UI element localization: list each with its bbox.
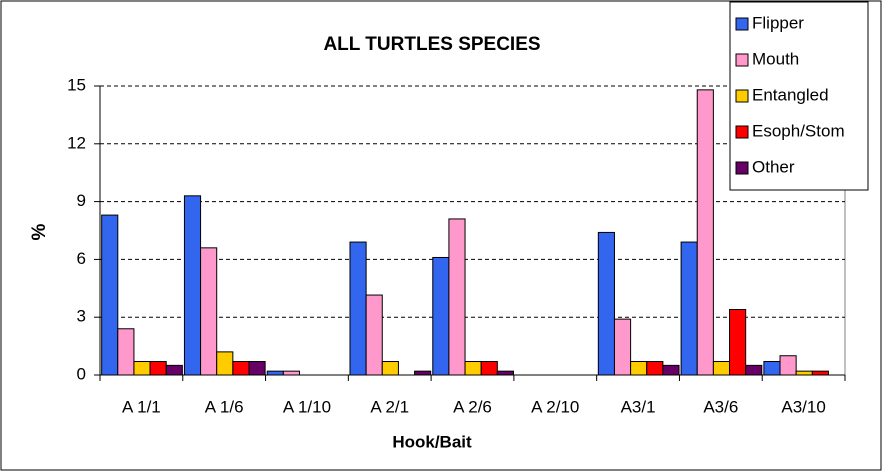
y-tick-label: 15 bbox=[67, 75, 86, 94]
bar bbox=[696, 89, 714, 376]
x-tick-label: A3/1 bbox=[621, 397, 656, 416]
bar bbox=[101, 214, 119, 376]
y-tick-label: 0 bbox=[77, 364, 86, 383]
bar bbox=[646, 361, 664, 376]
bar bbox=[133, 361, 151, 376]
legend-label: Flipper bbox=[752, 13, 804, 32]
bar bbox=[496, 370, 514, 376]
bar bbox=[266, 370, 284, 376]
x-tick-label: A 1/6 bbox=[205, 397, 244, 416]
x-axis-label: Hook/Bait bbox=[392, 432, 472, 451]
bar bbox=[613, 318, 632, 376]
legend-swatch bbox=[735, 161, 749, 175]
x-tick-label: A 1/10 bbox=[283, 397, 331, 416]
legend-swatch bbox=[735, 17, 749, 31]
bar bbox=[200, 247, 218, 376]
legend-label: Other bbox=[752, 157, 795, 176]
bar bbox=[712, 361, 731, 376]
bar bbox=[232, 361, 250, 376]
bar bbox=[165, 364, 183, 376]
legend-swatch bbox=[735, 89, 749, 103]
legend-swatch bbox=[735, 125, 749, 139]
legend-box bbox=[729, 1, 869, 191]
legend-label: Mouth bbox=[752, 49, 799, 68]
bar bbox=[448, 218, 466, 376]
legend-swatch bbox=[735, 53, 749, 67]
legend-label: Esoph/Stom bbox=[752, 121, 845, 140]
bar bbox=[365, 294, 383, 376]
x-tick-label: A 2/10 bbox=[531, 397, 579, 416]
bar bbox=[464, 361, 482, 376]
bar bbox=[662, 364, 680, 376]
bar bbox=[480, 361, 498, 376]
bar bbox=[795, 370, 813, 376]
bar bbox=[597, 231, 615, 376]
bar bbox=[729, 308, 747, 376]
chart-title: ALL TURTLES SPECIES bbox=[323, 34, 540, 55]
x-tick-label: A3/6 bbox=[703, 397, 738, 416]
y-tick-label: 3 bbox=[77, 307, 86, 326]
x-tick-label: A 1/1 bbox=[122, 397, 161, 416]
x-tick-label: A3/10 bbox=[781, 397, 825, 416]
bar bbox=[432, 256, 450, 376]
bar bbox=[216, 351, 234, 376]
legend-label: Entangled bbox=[752, 85, 829, 104]
bar bbox=[149, 361, 167, 376]
bar bbox=[349, 241, 367, 376]
bar bbox=[117, 328, 135, 376]
bar bbox=[630, 361, 648, 376]
y-tick-label: 12 bbox=[67, 133, 86, 152]
y-tick-label: 9 bbox=[77, 191, 86, 210]
bar bbox=[811, 370, 829, 376]
bar bbox=[282, 370, 300, 376]
bar bbox=[779, 355, 797, 376]
bar bbox=[248, 361, 266, 376]
bar bbox=[680, 241, 698, 376]
y-tick-label: 6 bbox=[77, 249, 86, 268]
bar bbox=[745, 364, 763, 376]
bar bbox=[183, 195, 202, 376]
bar bbox=[414, 370, 432, 376]
bar bbox=[763, 361, 781, 376]
x-tick-label: A 2/6 bbox=[453, 397, 492, 416]
x-tick-label: A 2/1 bbox=[370, 397, 409, 416]
y-axis-label: % bbox=[29, 223, 50, 240]
bar bbox=[381, 361, 399, 376]
